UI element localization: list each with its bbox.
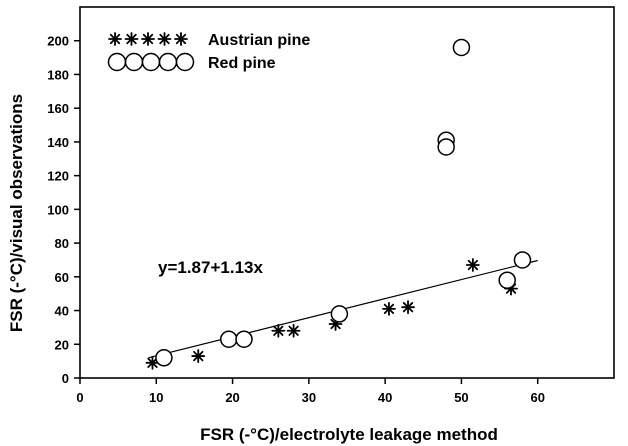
regression-equation: y=1.87+1.13x (158, 258, 263, 277)
x-tick-label: 0 (76, 390, 83, 405)
y-tick-label: 140 (47, 135, 69, 150)
x-tick-label: 40 (378, 390, 392, 405)
y-axis: 0 20 40 60 80 100 120 140 160 180 200 (47, 34, 80, 386)
point-austrian-pine (401, 300, 415, 315)
y-tick-label: 120 (47, 169, 69, 184)
legend-marker-austrian-pine (108, 32, 122, 46)
x-tick-label: 50 (454, 390, 468, 405)
point-red-pine (513, 251, 532, 269)
x-tick-label: 60 (530, 390, 544, 405)
legend-marker-austrian-pine (157, 32, 172, 46)
legend-marker-austrian-pine (174, 32, 188, 46)
plot-border (79, 6, 615, 379)
y-tick-label: 0 (62, 371, 69, 386)
point-austrian-pine (382, 301, 396, 316)
point-red-pine (452, 38, 471, 57)
legend-marker-red-pine (107, 52, 127, 72)
point-red-pine (330, 305, 349, 323)
legend-marker-red-pine (158, 52, 178, 72)
legend-marker-austrian-pine (124, 32, 139, 46)
y-tick-label: 200 (47, 34, 69, 49)
point-austrian-pine (286, 323, 301, 338)
y-tick-label: 60 (55, 270, 69, 285)
x-tick-label: 30 (302, 390, 316, 405)
point-austrian-pine (465, 258, 480, 272)
point-red-pine (155, 349, 173, 367)
y-tick-label: 40 (55, 304, 69, 319)
legend-label: Red pine (208, 55, 276, 72)
legend-marker-austrian-pine (141, 32, 155, 46)
legend-marker-red-pine (124, 52, 144, 72)
x-axis-label: FSR (-°C)/electrolyte leakage method (200, 425, 498, 444)
point-austrian-pine (271, 323, 286, 338)
point-red-pine (437, 138, 455, 156)
plot-frame (79, 6, 615, 379)
y-tick-label: 20 (55, 337, 69, 352)
data-points (145, 38, 532, 370)
y-tick-label: 100 (47, 202, 69, 217)
point-red-pine (235, 330, 253, 348)
y-tick-label: 160 (47, 101, 69, 116)
legend: Austrian pine Red pine (107, 32, 310, 72)
legend-marker-red-pine (141, 52, 161, 72)
point-austrian-pine (145, 355, 160, 370)
x-axis: 0 10 20 30 40 50 60 (76, 378, 545, 405)
y-tick-label: 80 (55, 236, 69, 251)
x-tick-label: 10 (149, 390, 163, 405)
y-tick-label: 180 (47, 67, 69, 82)
legend-label: Austrian pine (208, 32, 310, 49)
y-axis-label: FSR (-°C)/visual observations (7, 94, 26, 332)
legend-marker-red-pine (175, 52, 195, 72)
point-red-pine (498, 271, 516, 289)
point-red-pine (220, 330, 238, 348)
x-tick-label: 20 (225, 390, 239, 405)
point-austrian-pine (191, 349, 206, 363)
